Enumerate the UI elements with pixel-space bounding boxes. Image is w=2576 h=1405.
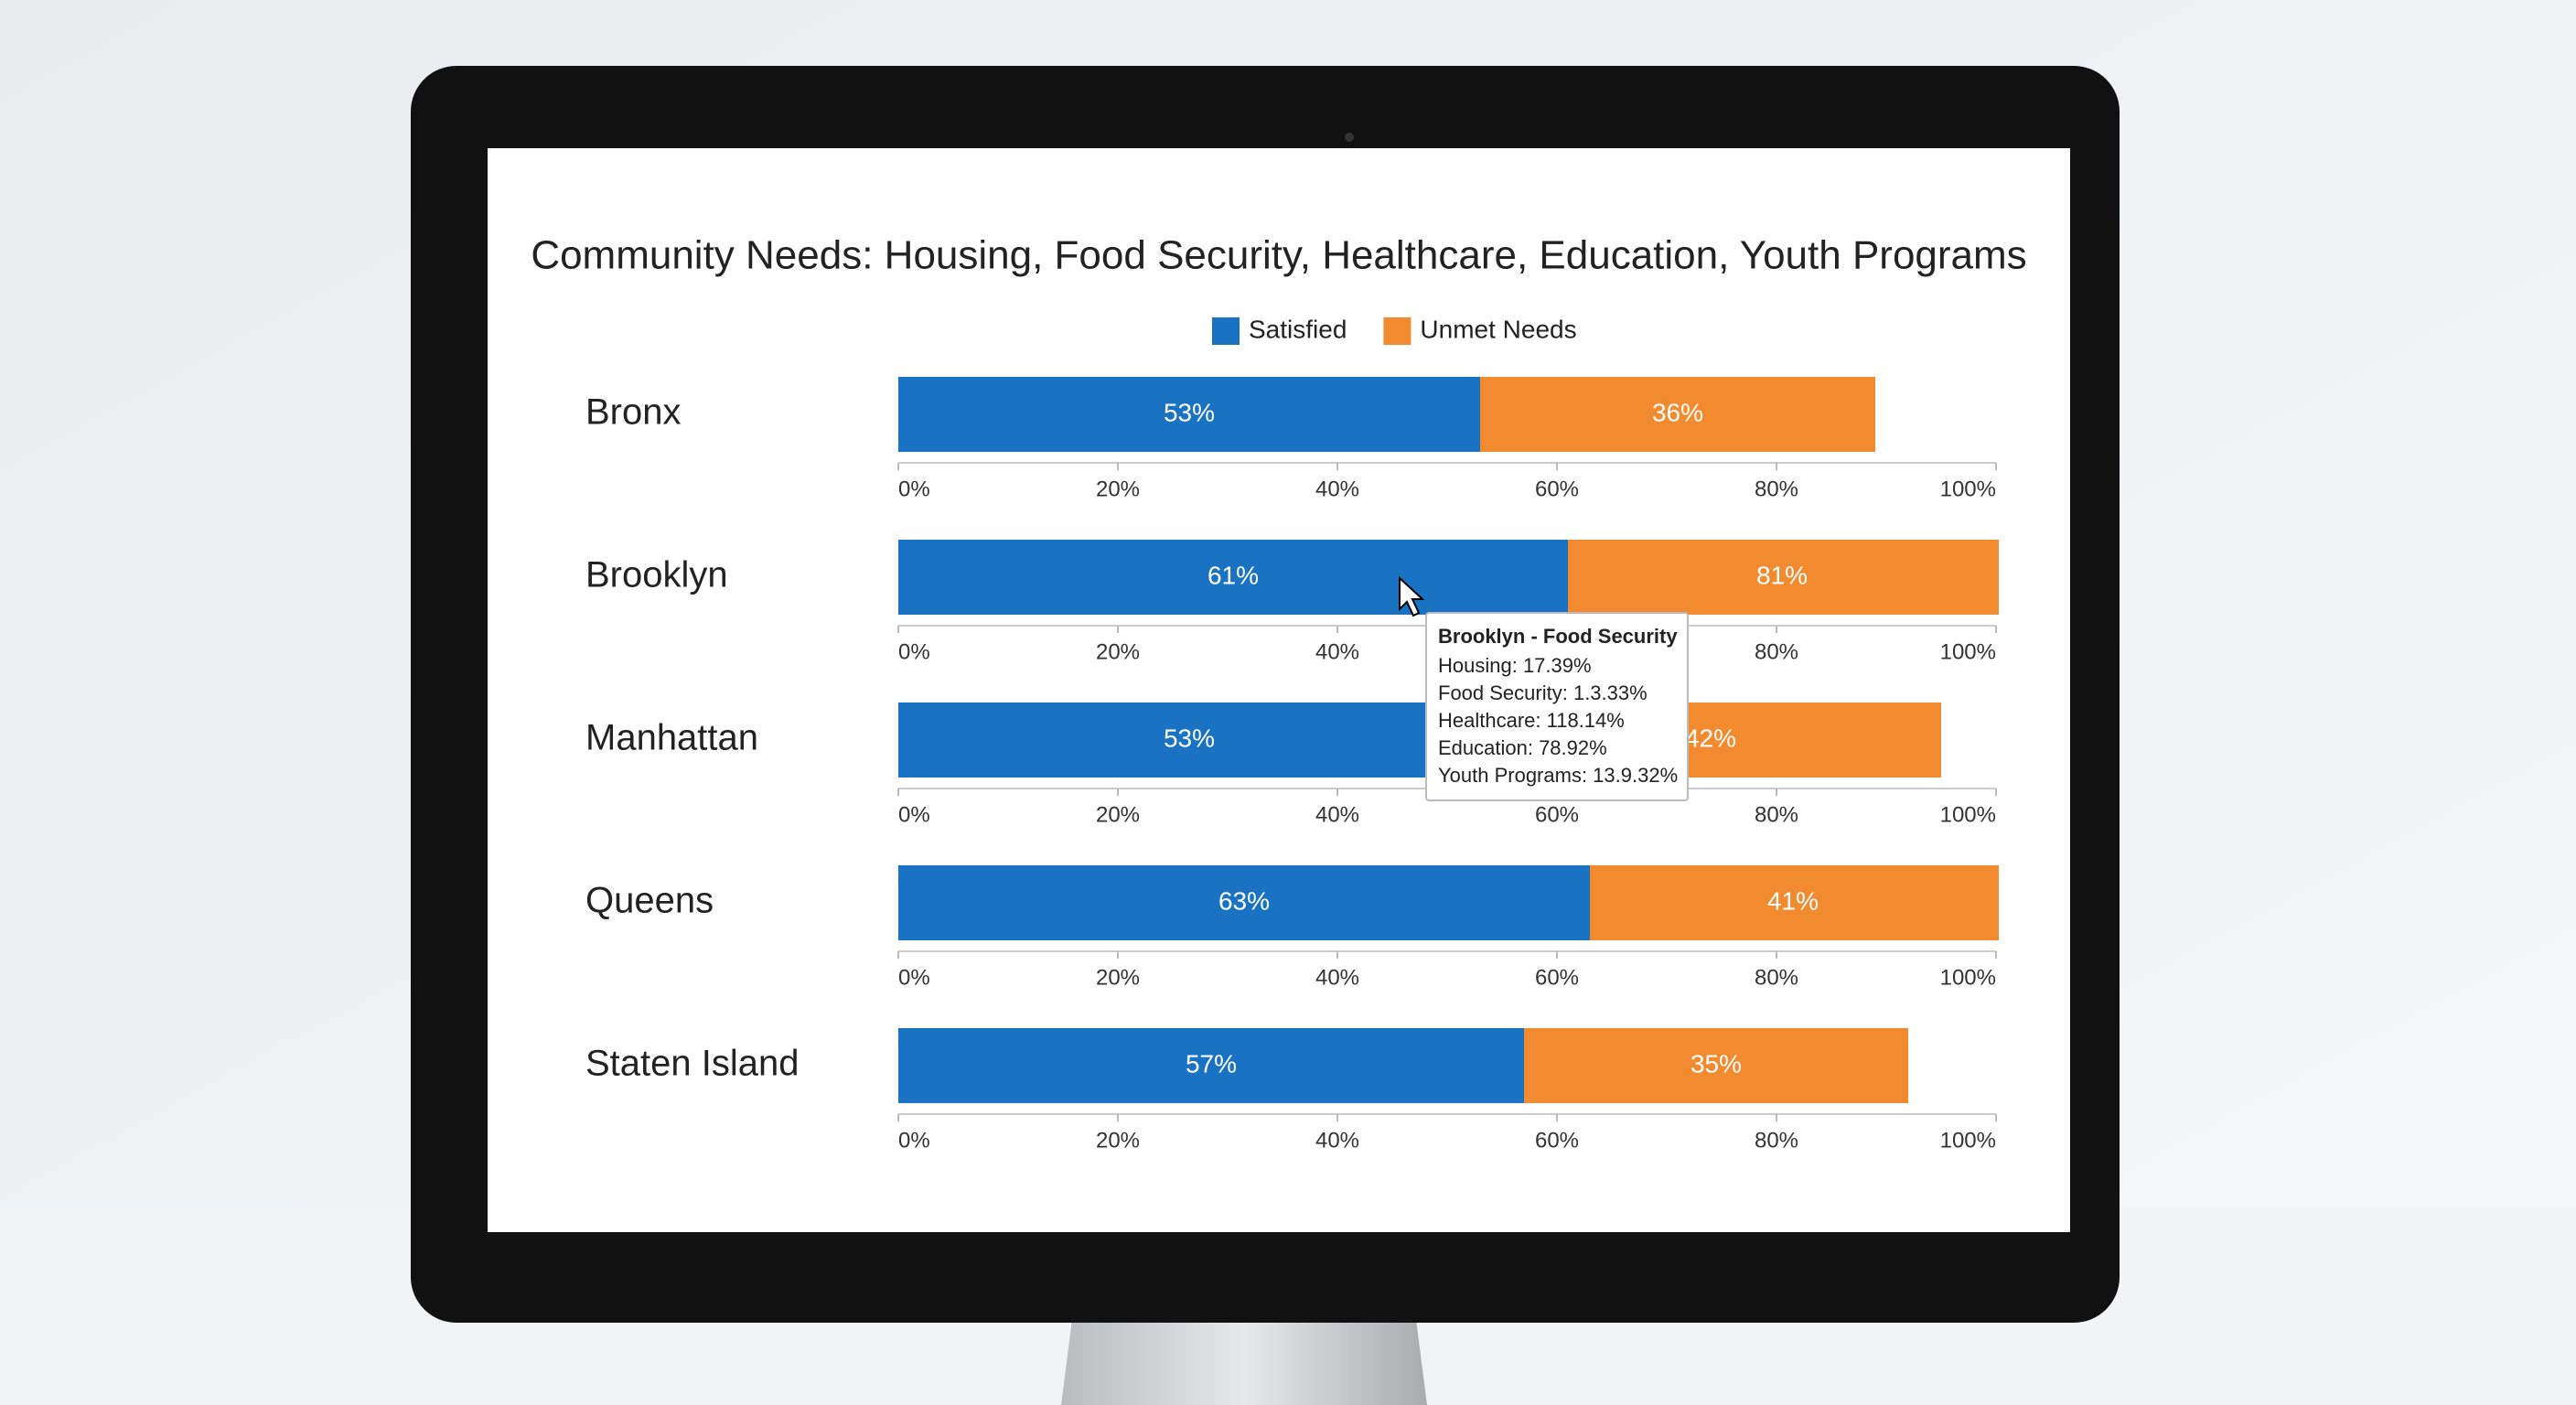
bar-segment[interactable] <box>898 865 1590 940</box>
tooltip-line: Healthcare: 118.14% <box>1438 709 1625 732</box>
bar-segment[interactable] <box>898 540 1568 615</box>
x-tick-label: 100% <box>1940 639 1996 664</box>
x-tick-label: 60% <box>1535 1128 1579 1153</box>
x-tick-label: 0% <box>898 639 930 664</box>
chart: Community Needs: Housing, Food Security,… <box>531 233 2457 1153</box>
x-tick-label: 0% <box>898 477 930 501</box>
bar-segment[interactable] <box>898 1028 1524 1103</box>
legend-label: Satisfied <box>1249 315 1347 343</box>
category-label: Brooklyn <box>585 555 728 595</box>
x-tick-label: 60% <box>1535 477 1579 501</box>
bar-segment[interactable] <box>1590 865 2040 940</box>
category-label: Manhattan <box>585 718 758 758</box>
bar-value-label: 53% <box>1164 724 1215 752</box>
x-tick-label: 100% <box>1940 477 1996 501</box>
camera <box>1345 133 1354 142</box>
bar-value-label: 35% <box>1690 1049 1742 1078</box>
tooltip-box <box>1425 612 1689 801</box>
x-tick-label: 80% <box>1755 802 1798 827</box>
legend-swatch <box>1383 317 1411 345</box>
bar-segment[interactable] <box>1568 540 2457 615</box>
chart-title: Community Needs: Housing, Food Security,… <box>531 233 2026 278</box>
x-tick-label: 40% <box>1315 639 1359 664</box>
bar-segment[interactable] <box>1524 1028 1908 1103</box>
x-tick-label: 20% <box>1096 1128 1140 1153</box>
tooltip-line: Education: 78.92% <box>1438 736 1607 759</box>
cursor <box>1399 575 1425 617</box>
category-label: Staten Island <box>585 1044 800 1084</box>
x-tick-label: 0% <box>898 965 930 990</box>
x-tick-label: 0% <box>898 1128 930 1153</box>
bar-segment[interactable] <box>898 702 1480 778</box>
legend-swatch <box>1212 317 1240 345</box>
bar-value-label: 42% <box>1685 724 1736 752</box>
bar-value-label: 61% <box>1208 561 1259 589</box>
tooltip-title: Brooklyn - Food Security <box>1438 625 1678 648</box>
x-tick-label: 20% <box>1096 965 1140 990</box>
bar-segment[interactable] <box>1480 377 1875 452</box>
x-tick-label: 40% <box>1315 965 1359 990</box>
bar-value-label: 53% <box>1164 398 1215 426</box>
x-tick-label: 100% <box>1940 802 1996 827</box>
category-label: Bronx <box>585 392 682 433</box>
x-tick-label: 20% <box>1096 802 1140 827</box>
x-tick-label: 40% <box>1315 1128 1359 1153</box>
bar-value-label: 81% <box>1756 561 1808 589</box>
x-tick-label: 80% <box>1755 639 1798 664</box>
bar-segment[interactable] <box>898 377 1480 452</box>
plot-area <box>898 377 2457 1103</box>
x-tick-label: 20% <box>1096 639 1140 664</box>
x-tick-label: 100% <box>1940 965 1996 990</box>
category-label: Queens <box>585 881 714 921</box>
x-tick-label: 100% <box>1940 1128 1996 1153</box>
bar-value-label: 41% <box>1767 886 1819 915</box>
x-tick-label: 80% <box>1755 1128 1798 1153</box>
bar-value-label: 36% <box>1652 398 1703 426</box>
tooltip-line: Food Security: 1.3.33% <box>1438 681 1648 704</box>
bar-value-label: 63% <box>1218 886 1270 915</box>
legend-label: Unmet Needs <box>1420 315 1576 343</box>
x-tick-label: 0% <box>898 802 930 827</box>
x-tick-label: 80% <box>1755 965 1798 990</box>
x-tick-label: 80% <box>1755 477 1798 501</box>
bar-value-label: 57% <box>1186 1049 1237 1078</box>
x-tick-label: 40% <box>1315 802 1359 827</box>
tooltip-line: Housing: 17.39% <box>1438 654 1592 677</box>
tooltip: Brooklyn - Food Security Housing: 17.39% F… <box>1425 612 1689 801</box>
x-tick-label: 20% <box>1096 477 1140 501</box>
x-tick-label: 60% <box>1535 965 1579 990</box>
x-tick-label: 40% <box>1315 477 1359 501</box>
tooltip-line: Youth Programs: 13.9.32% <box>1438 764 1678 787</box>
x-tick-label: 60% <box>1535 802 1579 827</box>
